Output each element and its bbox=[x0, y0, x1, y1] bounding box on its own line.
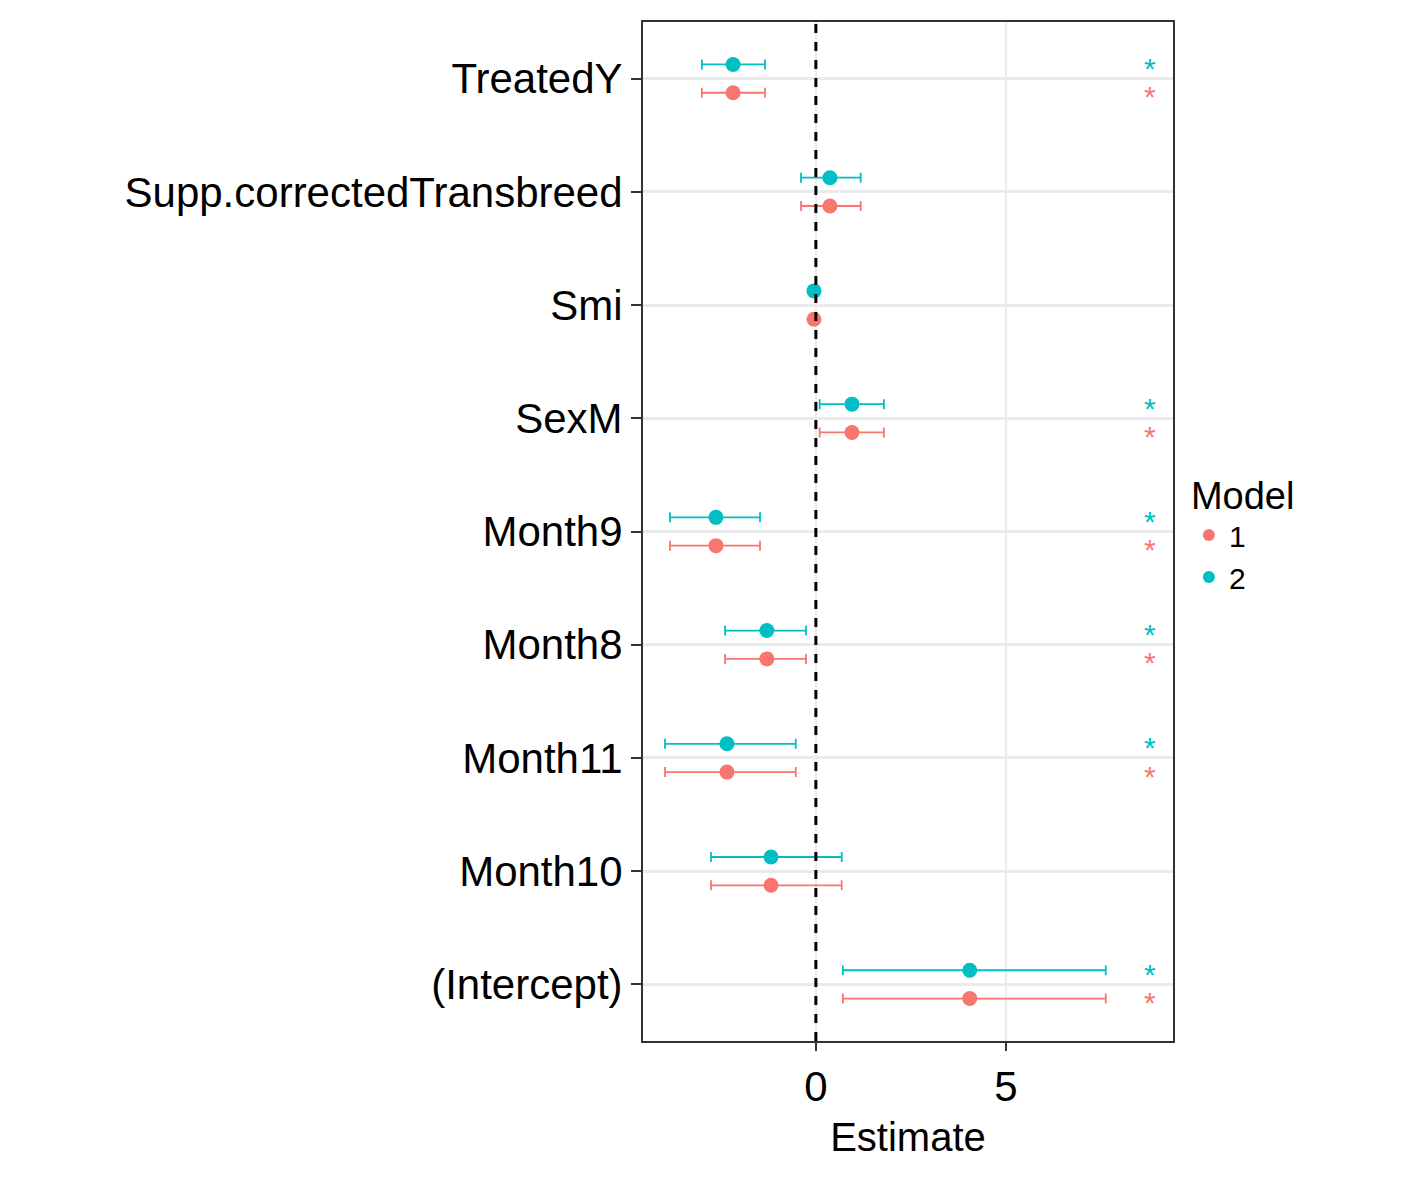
svg-text:0: 0 bbox=[804, 1063, 827, 1110]
svg-text:*: * bbox=[1144, 731, 1156, 764]
svg-text:*: * bbox=[1144, 958, 1156, 991]
svg-text:*: * bbox=[1144, 618, 1156, 651]
svg-text:*: * bbox=[1144, 80, 1156, 113]
svg-text:Month10: Month10 bbox=[459, 848, 622, 895]
svg-text:*: * bbox=[1144, 646, 1156, 679]
svg-text:5: 5 bbox=[994, 1063, 1017, 1110]
svg-text:Supp.correctedTransbreed: Supp.correctedTransbreed bbox=[125, 169, 623, 216]
svg-text:*: * bbox=[1144, 986, 1156, 1019]
svg-text:Month8: Month8 bbox=[483, 621, 623, 668]
svg-text:Month11: Month11 bbox=[462, 735, 622, 782]
svg-text:*: * bbox=[1144, 760, 1156, 793]
svg-text:Model: Model bbox=[1191, 475, 1295, 517]
svg-text:1: 1 bbox=[1229, 520, 1246, 553]
svg-text:Month9: Month9 bbox=[483, 508, 623, 555]
svg-text:*: * bbox=[1144, 392, 1156, 425]
svg-text:2: 2 bbox=[1229, 562, 1246, 595]
svg-text:*: * bbox=[1144, 533, 1156, 566]
svg-text:*: * bbox=[1144, 505, 1156, 538]
svg-text:TreatedY: TreatedY bbox=[451, 55, 622, 102]
svg-text:Estimate: Estimate bbox=[830, 1115, 986, 1159]
svg-text:(Intercept): (Intercept) bbox=[431, 961, 622, 1008]
svg-text:Smi: Smi bbox=[550, 282, 622, 329]
svg-text:*: * bbox=[1144, 420, 1156, 453]
svg-text:SexM: SexM bbox=[515, 395, 622, 442]
svg-text:*: * bbox=[1144, 52, 1156, 85]
